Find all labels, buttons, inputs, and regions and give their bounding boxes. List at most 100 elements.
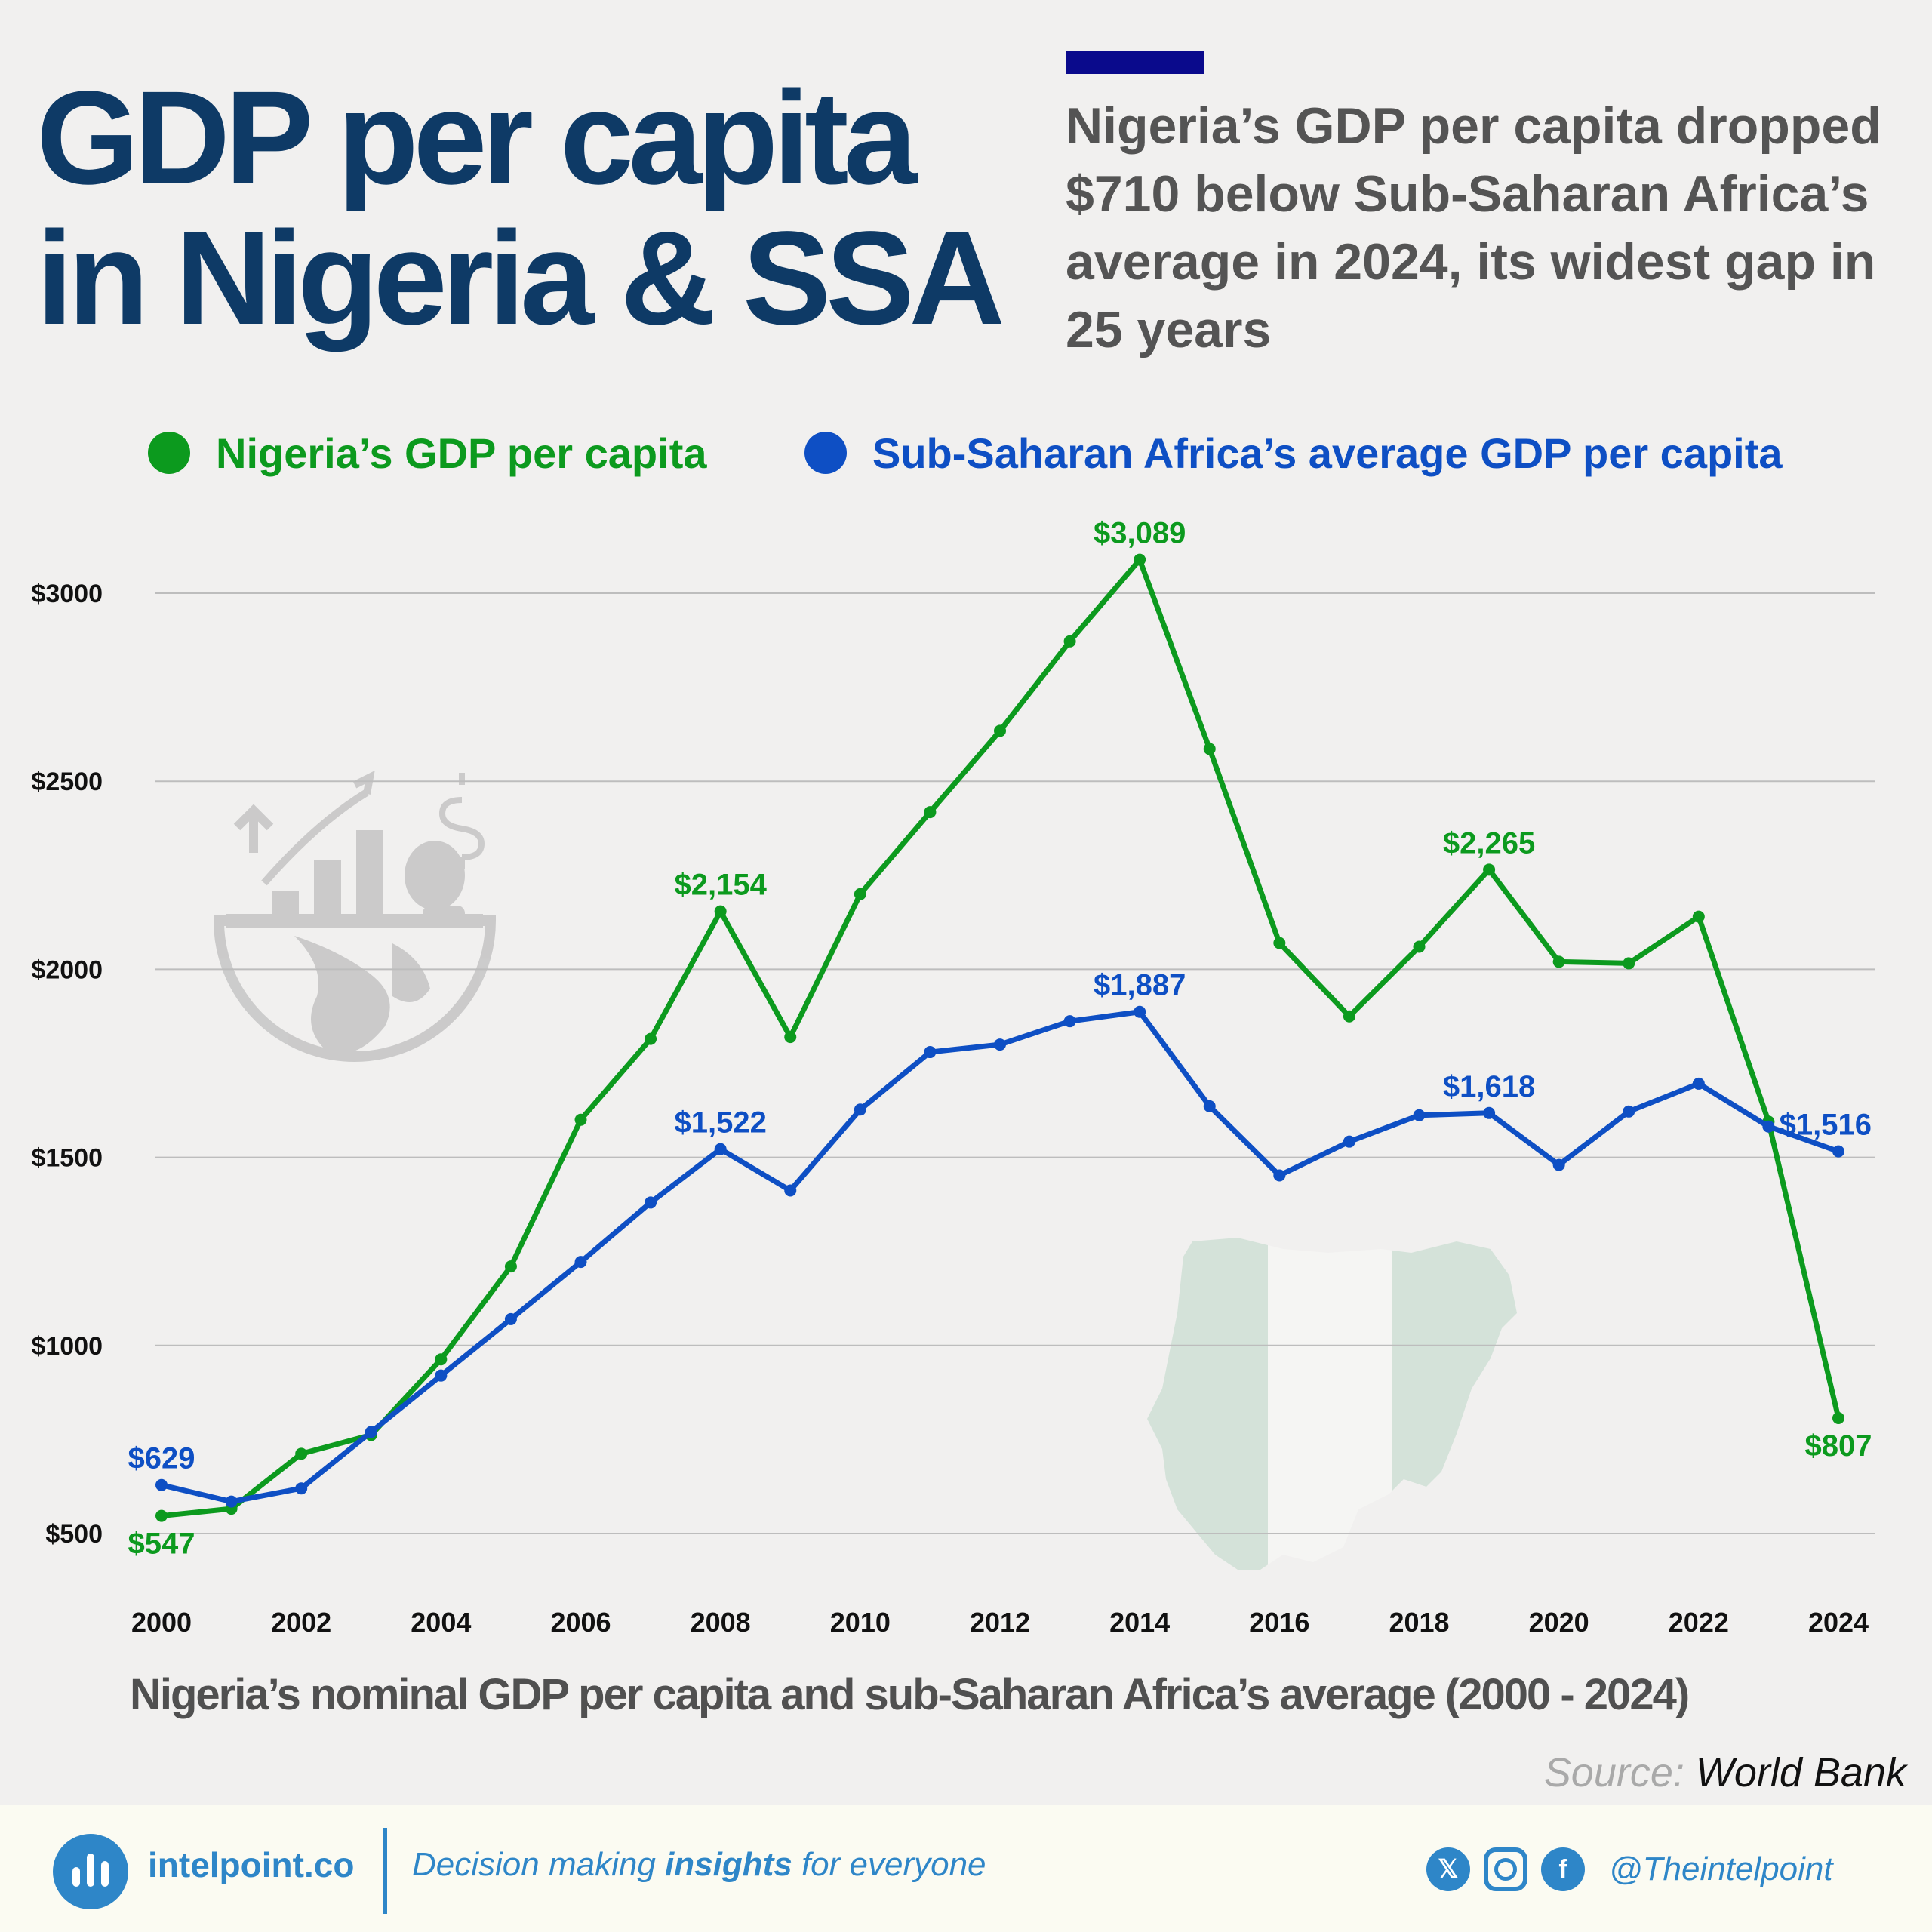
social-links: 𝕏 f @Theintelpoint bbox=[1426, 1847, 1833, 1891]
legend-item-ssa: Sub-Saharan Africa’s average GDP per cap… bbox=[804, 423, 1783, 483]
x-tick-label: 2008 bbox=[691, 1607, 751, 1638]
y-tick-label: $2000 bbox=[31, 955, 103, 984]
data-point-nigeria bbox=[1273, 937, 1286, 949]
data-point-nigeria bbox=[645, 1032, 657, 1045]
data-point-nigeria bbox=[1413, 940, 1426, 953]
data-point-ssa bbox=[435, 1369, 448, 1382]
data-point-ssa bbox=[365, 1426, 377, 1438]
x-tick-label: 2020 bbox=[1529, 1607, 1589, 1638]
source-name: World Bank bbox=[1695, 1750, 1906, 1795]
x-tick-label: 2024 bbox=[1808, 1607, 1869, 1638]
intelpoint-logo-icon bbox=[53, 1834, 128, 1909]
data-point-nigeria bbox=[994, 724, 1006, 737]
x-icon[interactable]: 𝕏 bbox=[1426, 1847, 1470, 1891]
data-point-ssa bbox=[1692, 1077, 1705, 1090]
source-line: Source: World Bank bbox=[1544, 1749, 1906, 1796]
data-point-nigeria bbox=[714, 905, 727, 918]
data-point-ssa bbox=[1483, 1106, 1496, 1119]
y-tick-label: $3000 bbox=[31, 580, 103, 608]
x-tick-label: 2000 bbox=[131, 1607, 192, 1638]
data-label: $1,618 bbox=[1443, 1070, 1535, 1103]
footer-divider bbox=[383, 1828, 387, 1914]
x-tick-label: 2012 bbox=[970, 1607, 1030, 1638]
data-label: $547 bbox=[128, 1527, 195, 1561]
series-line-ssa bbox=[161, 1009, 1840, 1505]
data-label: $2,265 bbox=[1443, 826, 1535, 860]
data-point-ssa bbox=[1063, 1015, 1076, 1028]
data-point-ssa bbox=[1343, 1135, 1355, 1148]
x-tick-label: 2016 bbox=[1249, 1607, 1309, 1638]
data-point-ssa bbox=[1552, 1158, 1565, 1171]
data-point-ssa bbox=[1832, 1145, 1844, 1158]
nigeria-map-watermark bbox=[1147, 1238, 1517, 1570]
subtitle: Nigeria’s GDP per capita dropped $710 be… bbox=[1066, 97, 1881, 358]
chart-caption: Nigeria’s nominal GDP per capita and sub… bbox=[130, 1670, 1690, 1719]
chart-series bbox=[155, 553, 1844, 1522]
data-point-ssa bbox=[1413, 1109, 1426, 1121]
legend-dot-ssa bbox=[804, 432, 847, 474]
x-tick-label: 2002 bbox=[271, 1607, 331, 1638]
data-point-nigeria bbox=[924, 806, 937, 819]
data-point-ssa bbox=[1623, 1105, 1635, 1118]
x-tick-label: 2018 bbox=[1389, 1607, 1449, 1638]
x-tick-label: 2014 bbox=[1109, 1607, 1170, 1638]
data-point-nigeria bbox=[295, 1447, 308, 1460]
data-point-nigeria bbox=[1134, 553, 1146, 566]
social-handle[interactable]: @Theintelpoint bbox=[1609, 1850, 1833, 1887]
x-axis: 2000 2002 2004 2006 2008 2010 2012 2014 2016 2018… bbox=[131, 1607, 1869, 1638]
data-point-nigeria bbox=[435, 1353, 448, 1366]
data-point-nigeria bbox=[155, 1509, 168, 1522]
data-point-ssa bbox=[924, 1046, 937, 1059]
data-point-nigeria bbox=[1483, 863, 1496, 876]
data-point-nigeria bbox=[1623, 957, 1635, 970]
data-point-nigeria bbox=[1552, 955, 1565, 968]
data-point-ssa bbox=[1273, 1169, 1286, 1182]
data-point-ssa bbox=[295, 1482, 308, 1495]
facebook-icon[interactable]: f bbox=[1541, 1847, 1585, 1891]
data-point-ssa bbox=[1134, 1005, 1146, 1018]
data-point-nigeria bbox=[784, 1031, 797, 1044]
data-label: $629 bbox=[128, 1442, 195, 1475]
tagline-post: for everyone bbox=[792, 1846, 986, 1883]
y-tick-label: $1000 bbox=[31, 1332, 103, 1361]
y-axis: $500 $1000 $1500 $2000 $2500 $3000 bbox=[31, 580, 103, 1549]
data-point-nigeria bbox=[1203, 743, 1216, 755]
data-label: $3,089 bbox=[1094, 517, 1186, 550]
accent-bar bbox=[1066, 51, 1204, 74]
data-point-nigeria bbox=[1692, 910, 1705, 923]
legend-item-nigeria: Nigeria’s GDP per capita bbox=[148, 423, 706, 483]
legend-label-ssa: Sub-Saharan Africa’s average GDP per cap… bbox=[872, 429, 1783, 477]
data-point-ssa bbox=[1203, 1100, 1216, 1112]
line-chart: $500$1000$1500$2000$2500$3000 2000 2002 20… bbox=[31, 517, 1875, 1638]
data-label: $1,522 bbox=[674, 1106, 766, 1140]
data-label: $2,154 bbox=[674, 869, 767, 902]
data-point-nigeria bbox=[574, 1113, 587, 1126]
x-tick-label: 2004 bbox=[411, 1607, 471, 1638]
globe-watermark-icon bbox=[213, 771, 497, 1062]
x-tick-label: 2006 bbox=[550, 1607, 611, 1638]
brand-link[interactable]: intelpoint.co bbox=[148, 1845, 355, 1884]
y-tick-label: $2500 bbox=[31, 768, 103, 796]
page-title: GDP per capita in Nigeria & SSA bbox=[36, 64, 1005, 352]
data-point-ssa bbox=[994, 1038, 1006, 1051]
data-label: $1,887 bbox=[1094, 969, 1186, 1002]
data-point-nigeria bbox=[1832, 1411, 1844, 1424]
data-label: $1,516 bbox=[1780, 1109, 1872, 1142]
y-tick-label: $500 bbox=[45, 1520, 103, 1549]
data-point-ssa bbox=[645, 1196, 657, 1209]
tagline: Decision making insights for everyone bbox=[412, 1846, 986, 1884]
tagline-pre: Decision making bbox=[412, 1846, 666, 1883]
data-point-nigeria bbox=[1063, 635, 1076, 648]
chart-grid bbox=[155, 592, 1875, 1534]
data-point-ssa bbox=[574, 1256, 587, 1269]
source-label: Source: bbox=[1543, 1750, 1684, 1795]
data-point-nigeria bbox=[1343, 1010, 1355, 1023]
instagram-icon[interactable] bbox=[1484, 1847, 1527, 1891]
data-label: $807 bbox=[1805, 1429, 1872, 1463]
data-point-nigeria bbox=[854, 888, 866, 900]
legend-dot-nigeria bbox=[148, 432, 190, 474]
data-labels: $547 $2,154 $3,089 $2,265 $807 $629 $1,522 $1,8… bbox=[128, 517, 1872, 1561]
data-point-ssa bbox=[854, 1103, 866, 1116]
data-point-ssa bbox=[504, 1312, 517, 1325]
legend-label-nigeria: Nigeria’s GDP per capita bbox=[216, 429, 707, 477]
